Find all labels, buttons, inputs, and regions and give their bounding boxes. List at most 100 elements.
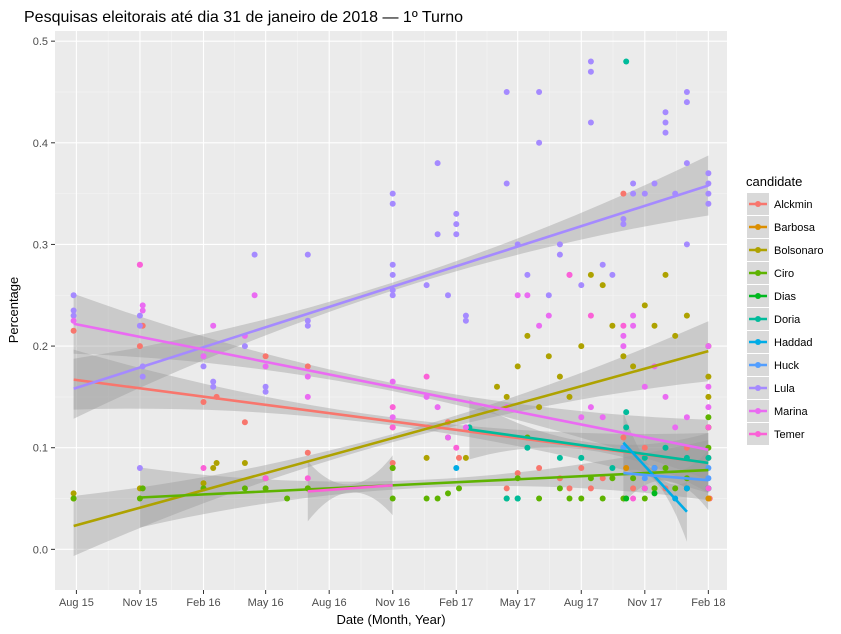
x-tick-label: Feb 18 [691, 597, 725, 609]
trend-line-huck [623, 471, 709, 482]
point-dias [651, 490, 658, 497]
point-marina [304, 393, 311, 400]
point-marina [210, 322, 217, 329]
point-marina [683, 414, 690, 421]
x-axis-ticks: Aug 15 Nov 15 Feb 16 May 16 Aug 16 Nov 16 Feb … [59, 590, 725, 609]
y-tick-label: 0.5 [33, 36, 48, 48]
point-marina [389, 378, 396, 385]
point-lula [578, 282, 585, 289]
point-lula [389, 200, 396, 207]
point-temer [200, 465, 207, 471]
point-bolsonaro [566, 393, 573, 400]
point-lula [536, 139, 543, 146]
y-tick-label: 0.4 [33, 138, 48, 150]
point-lula [262, 383, 269, 390]
point-lula [136, 465, 143, 471]
point-alckmin [578, 465, 585, 471]
point-doria [623, 424, 630, 431]
point-doria [609, 465, 616, 471]
point-lula [70, 292, 77, 299]
point-marina [672, 424, 679, 431]
legend-label-dias: Dias [774, 291, 797, 303]
point-bolsonaro [651, 322, 658, 329]
point-lula [389, 271, 396, 278]
point-lula [587, 119, 594, 126]
point-alckmin [70, 327, 77, 334]
legend-key-dot [755, 339, 761, 345]
trend-line-lula [73, 184, 709, 390]
point-marina [200, 353, 207, 360]
point-marina [620, 343, 627, 350]
x-tick-label: Aug 16 [312, 597, 347, 609]
point-alckmin [136, 343, 143, 350]
point-lula [136, 322, 143, 329]
point-huck [620, 444, 627, 451]
x-tick-label: Nov 16 [375, 597, 410, 609]
point-marina [139, 302, 146, 309]
point-lula [683, 160, 690, 167]
legend-label-ciro: Ciro [774, 268, 794, 280]
point-lula [630, 180, 637, 187]
point-alckmin [503, 485, 510, 492]
point-alckmin [536, 465, 543, 471]
trend-line-ciro [139, 468, 709, 499]
point-lula [503, 89, 510, 95]
point-ciro [445, 490, 451, 497]
point-lula [587, 58, 594, 65]
point-temer [136, 261, 143, 268]
legend-label-bolsonaro: Bolsonaro [774, 245, 824, 257]
point-ciro [662, 465, 669, 471]
point-temer [262, 475, 269, 482]
legend-key-dot [755, 224, 761, 230]
point-bolsonaro [662, 271, 669, 278]
point-lula [389, 287, 396, 294]
point-lula [705, 190, 712, 197]
point-lula [445, 292, 451, 299]
point-alckmin [630, 485, 637, 492]
point-bolsonaro [672, 332, 679, 339]
point-lula [462, 312, 469, 319]
point-marina [587, 404, 594, 411]
point-marina [536, 322, 543, 329]
x-tick-label: Nov 15 [123, 597, 158, 609]
point-lula [453, 221, 460, 228]
point-marina [630, 312, 637, 319]
point-marina [705, 343, 712, 350]
point-lula [587, 68, 594, 75]
point-alckmin [241, 419, 248, 426]
point-bolsonaro [578, 343, 585, 350]
legend-label-alckmin: Alckmin [774, 199, 813, 211]
point-marina [304, 373, 311, 380]
point-marina [620, 332, 627, 339]
point-alckmin [262, 353, 269, 360]
point-marina [262, 363, 269, 370]
point-lula [683, 99, 690, 106]
trend-line-marina [73, 322, 709, 452]
legend-label-temer: Temer [774, 429, 805, 441]
y-tick-label: 0.3 [33, 239, 48, 251]
y-axis-title: Percentage [6, 277, 21, 344]
point-bolsonaro [556, 373, 563, 380]
point-bolsonaro [641, 302, 648, 309]
point-marina [545, 312, 552, 319]
point-marina [445, 434, 451, 441]
point-marina [70, 317, 77, 324]
trend-line-doria [469, 428, 709, 465]
point-ciro [641, 495, 648, 502]
point-temer [641, 485, 648, 492]
point-huck [641, 475, 648, 482]
point-ciro [566, 495, 573, 502]
point-lula [304, 317, 311, 324]
point-huck [651, 465, 658, 471]
point-lula [423, 282, 430, 289]
point-doria [623, 58, 630, 65]
point-temer [587, 312, 594, 319]
legend-label-doria: Doria [774, 314, 801, 326]
point-temer [630, 495, 637, 502]
point-doria [556, 454, 563, 461]
point-lula [556, 241, 563, 248]
legend-label-huck: Huck [774, 360, 800, 372]
point-bolsonaro [200, 480, 207, 487]
point-doria [641, 454, 648, 461]
point-bolsonaro [503, 393, 510, 400]
